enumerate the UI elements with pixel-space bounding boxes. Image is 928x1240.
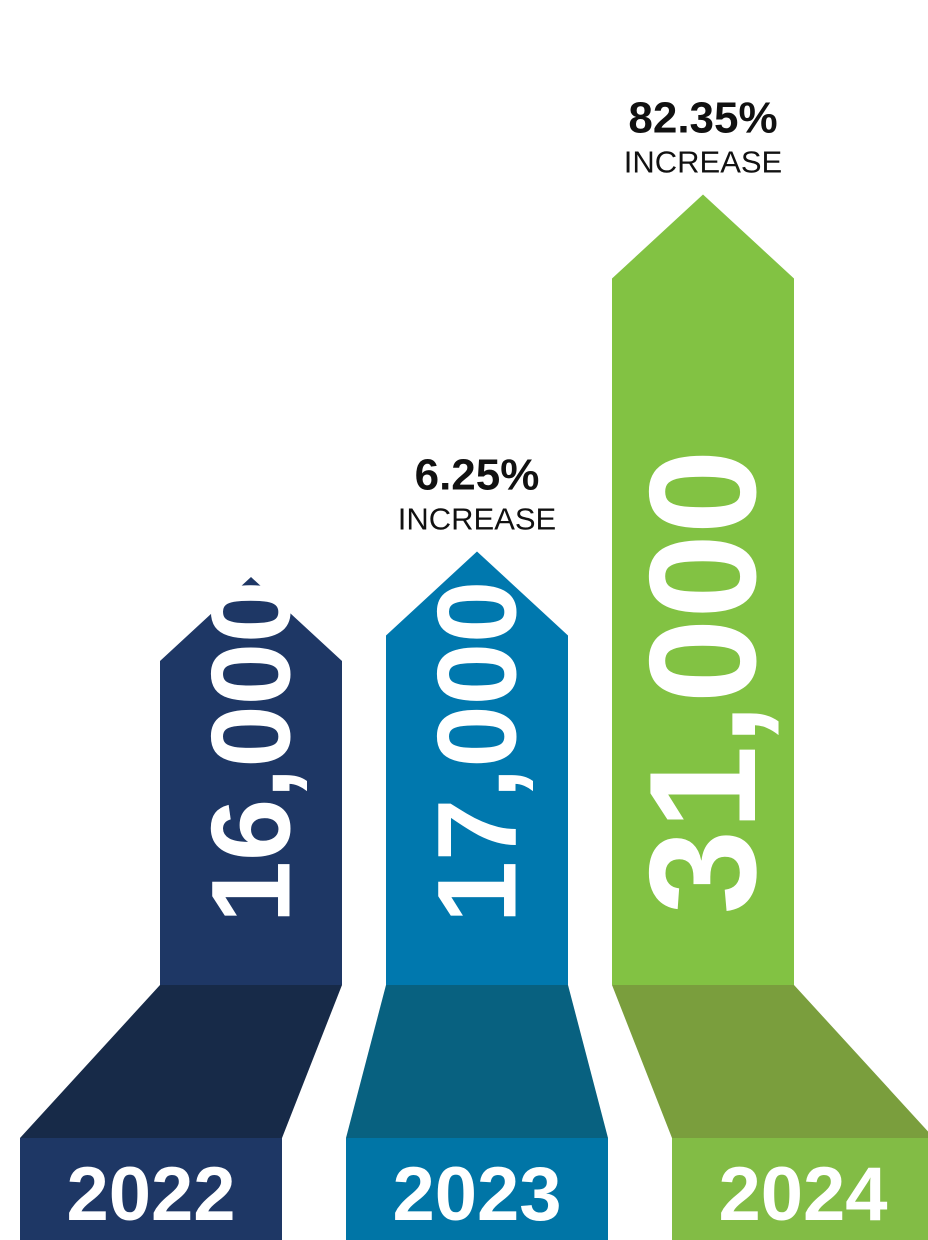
value-label-2022: 16,000 [189,581,314,924]
value-label-2024: 31,000 [618,450,788,915]
floor-2022 [20,985,342,1138]
floor-2024 [612,985,928,1138]
floor-2023 [346,985,608,1138]
value-label-2023: 17,000 [415,581,540,924]
percent-annotation-2023: 6.25% [415,451,540,500]
year-label-2024: 2024 [718,1152,887,1237]
year-label-2022: 2022 [66,1152,235,1237]
base-2023 [346,1138,608,1240]
year-label-2023: 2023 [392,1152,561,1237]
increase-annotation-2023: INCREASE [398,502,556,537]
bar-2022 [160,577,342,985]
percent-annotation-2024: 82.35% [628,94,777,143]
base-2024 [672,1138,928,1240]
base-2022 [20,1138,282,1240]
bar-2024 [612,194,794,985]
bar-2023 [386,551,568,985]
increase-annotation-2024: INCREASE [624,145,782,180]
